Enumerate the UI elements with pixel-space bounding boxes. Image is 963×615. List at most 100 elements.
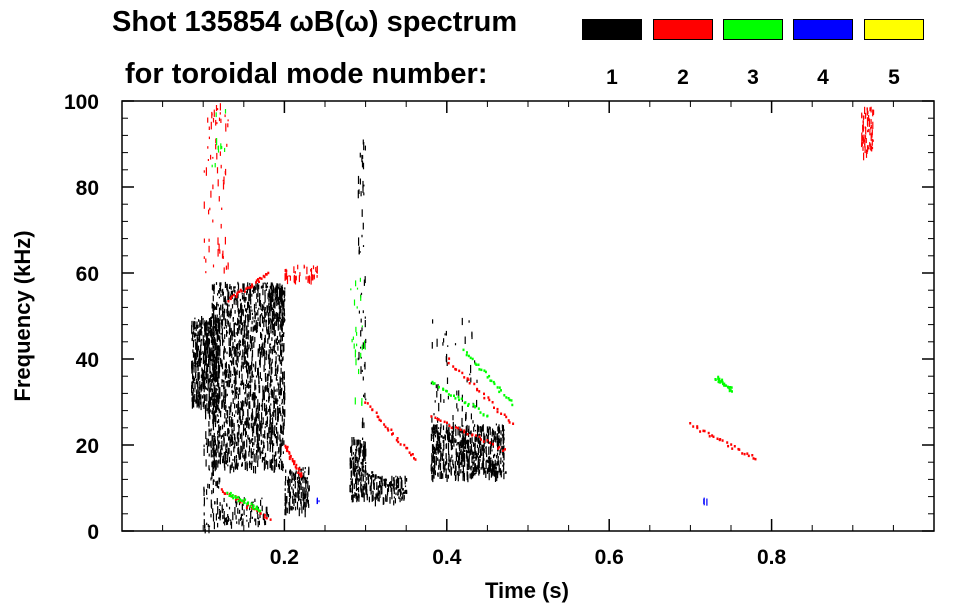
spectral-mark [260, 499, 262, 506]
spectral-mark [378, 491, 380, 494]
spectral-mark [503, 452, 505, 461]
spectral-mark [275, 427, 278, 431]
spectral-mark [443, 338, 445, 343]
spectral-mark [243, 339, 245, 345]
spectral-mark [239, 410, 241, 418]
spectral-mark [467, 445, 469, 448]
spectral-mark [199, 329, 201, 336]
spectral-mark [238, 340, 240, 344]
spectral-mark [249, 506, 251, 511]
spectral-mark [277, 345, 279, 351]
spectral-mark [219, 151, 221, 156]
series-mode-1-region-10 [430, 317, 478, 429]
spectral-mark [236, 369, 238, 375]
spectral-mark [235, 455, 237, 459]
spectral-mark [271, 389, 274, 398]
spectral-mark [215, 362, 217, 370]
spectral-mark [225, 325, 227, 329]
spectral-mark [218, 440, 220, 449]
spectral-mark [273, 454, 275, 462]
spectral-mark [222, 456, 224, 462]
spectral-mark [254, 289, 256, 293]
spectral-mark [259, 351, 261, 360]
spectral-mark [229, 328, 231, 335]
spectral-mark [243, 345, 245, 347]
spectral-mark [239, 339, 241, 342]
spectral-mark [276, 301, 278, 307]
spectral-mark [229, 340, 231, 347]
spectral-mark [465, 353, 468, 357]
spectral-mark [258, 348, 260, 354]
spectral-mark [279, 449, 281, 454]
spectral-mark [235, 380, 237, 385]
spectral-mark [477, 458, 479, 465]
spectral-mark [271, 379, 273, 383]
spectral-mark [308, 503, 310, 508]
spectral-mark [248, 451, 250, 455]
spectral-mark [406, 478, 408, 482]
spectral-mark [274, 389, 276, 392]
spectral-mark [360, 474, 362, 482]
spectral-mark [305, 493, 307, 497]
spectral-mark [396, 437, 399, 440]
spectral-mark [223, 389, 225, 398]
series-mode-2-track-0 [227, 271, 270, 303]
spectral-mark [508, 398, 511, 402]
spectral-mark [305, 477, 307, 484]
spectral-mark [395, 479, 397, 487]
spectral-mark [380, 490, 383, 495]
spectral-mark [445, 390, 448, 393]
spectral-mark [215, 402, 218, 411]
spectral-mark [228, 337, 230, 346]
spectral-mark [270, 346, 272, 354]
spectral-mark [488, 459, 490, 465]
spectral-mark [270, 299, 272, 307]
spectral-mark [268, 355, 270, 365]
spectral-mark [498, 386, 501, 389]
spectral-mark [391, 475, 393, 482]
spectral-mark [447, 442, 450, 451]
spectral-mark [227, 373, 229, 378]
spectral-mark [239, 340, 242, 344]
spectral-mark [503, 473, 505, 480]
spectral-mark [287, 476, 289, 481]
spectral-mark [349, 485, 351, 487]
spectral-mark [286, 479, 289, 483]
spectral-mark [283, 343, 285, 351]
spectral-mark [248, 286, 251, 289]
spectral-mark [279, 317, 282, 319]
spectral-mark [454, 440, 457, 443]
spectral-mark [278, 407, 280, 414]
spectral-mark [262, 447, 264, 452]
spectral-mark [208, 409, 210, 417]
spectral-mark [870, 125, 872, 128]
spectral-mark [238, 438, 240, 443]
spectral-mark [273, 466, 275, 473]
spectral-mark [510, 399, 513, 402]
spectral-mark [254, 327, 257, 329]
spectral-mark [233, 433, 235, 436]
spectral-mark [479, 437, 482, 445]
legend-swatch-mode-4 [793, 19, 853, 40]
spectral-mark [246, 417, 248, 423]
spectral-mark [471, 433, 474, 436]
spectral-mark [363, 441, 365, 446]
spectral-mark [444, 434, 446, 439]
spectral-mark [265, 421, 267, 424]
spectral-mark [461, 445, 464, 448]
spectral-mark [258, 520, 260, 526]
spectral-mark [494, 431, 496, 435]
spectral-mark [282, 406, 284, 414]
spectral-mark [221, 508, 223, 514]
spectral-mark [355, 326, 357, 333]
spectral-mark [224, 455, 226, 465]
spectral-mark [276, 366, 278, 374]
spectral-mark [274, 425, 276, 431]
spectral-mark [194, 327, 196, 329]
spectral-mark [283, 391, 285, 400]
spectral-mark [474, 434, 477, 437]
spectral-mark [361, 462, 363, 466]
spectral-mark [220, 435, 222, 439]
spectral-mark [234, 286, 236, 289]
spectral-mark [282, 371, 284, 380]
